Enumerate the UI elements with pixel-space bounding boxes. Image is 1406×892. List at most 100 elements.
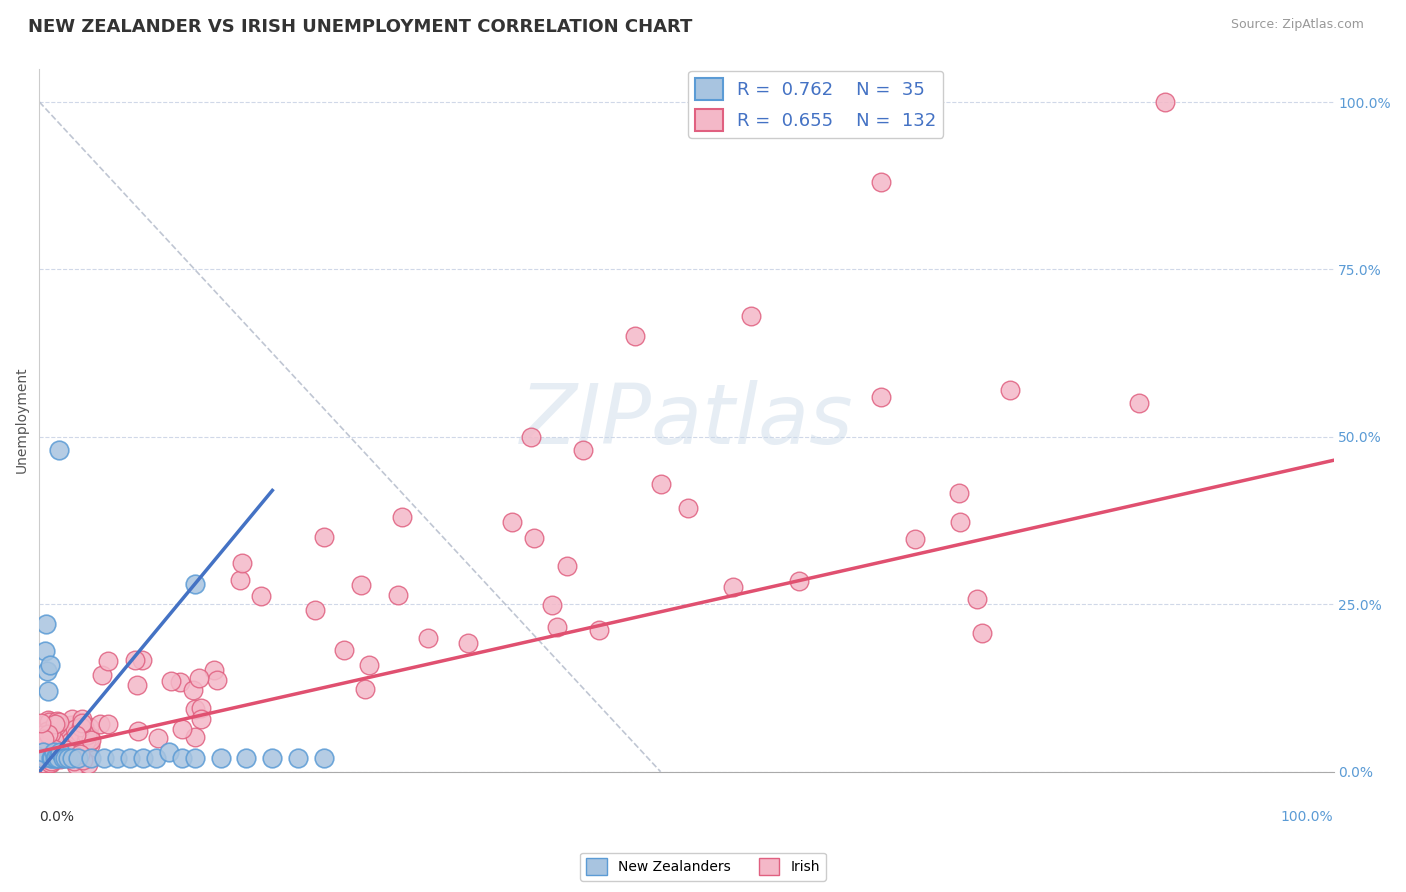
Text: 100.0%: 100.0% [1281, 810, 1333, 824]
Point [38, 742, 60, 756]
Point [59, 743, 82, 757]
Point [35, 617, 58, 632]
Point [39, 714, 62, 728]
Point [44, 717, 66, 731]
Point [357, 658, 380, 673]
Point [229, 573, 252, 587]
Point [48, 443, 70, 458]
Point [45, 751, 67, 765]
Point [69, 747, 91, 761]
Point [77, 757, 100, 772]
Point [188, 671, 211, 685]
Point [58, 749, 80, 764]
Point [350, 578, 373, 592]
Point [37, 665, 59, 679]
Point [56, 743, 79, 757]
Point [145, 751, 167, 765]
Point [37, 713, 59, 727]
Point [127, 678, 149, 692]
Point [93, 751, 115, 765]
Point [69, 726, 91, 740]
Point [55, 730, 77, 744]
Point [118, 751, 141, 765]
Point [132, 751, 155, 765]
Point [44, 746, 66, 760]
Point [60, 745, 83, 759]
Point [262, 751, 284, 765]
Point [77, 751, 100, 765]
Point [77, 720, 100, 734]
Legend: R =  0.762    N =  35, R =  0.655    N =  132: R = 0.762 N = 35, R = 0.655 N = 132 [689, 70, 943, 138]
Point [63, 754, 86, 768]
Point [207, 673, 229, 688]
Point [60, 717, 83, 731]
Point [127, 723, 149, 738]
Y-axis label: Unemployment: Unemployment [15, 367, 30, 474]
Point [32, 738, 55, 752]
Point [72, 747, 94, 762]
Point [90, 668, 112, 682]
Point [333, 643, 356, 657]
Point [44, 741, 66, 756]
Point [39, 756, 62, 770]
Point [169, 675, 191, 690]
Point [70, 712, 93, 726]
Point [789, 574, 811, 589]
Point [190, 701, 212, 715]
Point [52, 747, 75, 761]
Point [31, 751, 53, 765]
Point [65, 728, 87, 742]
Point [59, 747, 82, 762]
Point [42, 732, 65, 747]
Point [41, 751, 63, 765]
Point [89, 717, 111, 731]
Point [105, 751, 128, 765]
Point [572, 443, 595, 458]
Point [56, 746, 79, 760]
Point [38, 715, 60, 730]
Point [39, 756, 62, 771]
Point [60, 713, 83, 727]
Point [190, 712, 212, 726]
Point [32, 739, 55, 754]
Point [170, 723, 193, 737]
Point [966, 591, 988, 606]
Point [948, 485, 970, 500]
Point [31, 734, 53, 748]
Point [170, 751, 193, 765]
Text: NEW ZEALANDER VS IRISH UNEMPLOYMENT CORRELATION CHART: NEW ZEALANDER VS IRISH UNEMPLOYMENT CORR… [28, 18, 693, 36]
Point [42, 745, 65, 759]
Point [457, 636, 479, 650]
Point [676, 501, 699, 516]
Point [30, 715, 52, 730]
Point [546, 620, 568, 634]
Point [183, 751, 205, 765]
Point [650, 476, 672, 491]
Point [34, 644, 56, 658]
Point [56, 733, 79, 747]
Point [588, 624, 610, 638]
Point [52, 751, 75, 765]
Point [69, 745, 91, 759]
Point [869, 390, 891, 404]
Point [1154, 95, 1177, 109]
Point [32, 745, 55, 759]
Point [41, 752, 63, 766]
Point [184, 731, 207, 745]
Point [65, 723, 87, 737]
Point [45, 747, 67, 761]
Point [32, 747, 55, 761]
Point [235, 751, 257, 765]
Point [623, 329, 645, 343]
Point [73, 720, 96, 734]
Point [52, 744, 75, 758]
Point [31, 728, 53, 742]
Point [557, 558, 579, 573]
Point [540, 599, 562, 613]
Point [39, 751, 62, 765]
Point [79, 739, 101, 753]
Point [70, 715, 93, 730]
Point [70, 720, 93, 734]
Point [34, 749, 56, 764]
Point [97, 654, 120, 668]
